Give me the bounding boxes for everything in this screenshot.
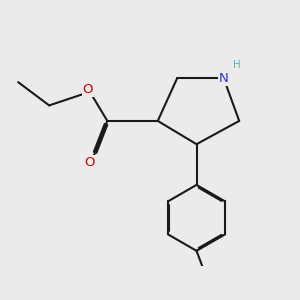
Text: O: O [85,156,95,169]
Text: H: H [233,60,241,70]
Text: O: O [83,83,93,96]
Text: N: N [219,72,229,85]
